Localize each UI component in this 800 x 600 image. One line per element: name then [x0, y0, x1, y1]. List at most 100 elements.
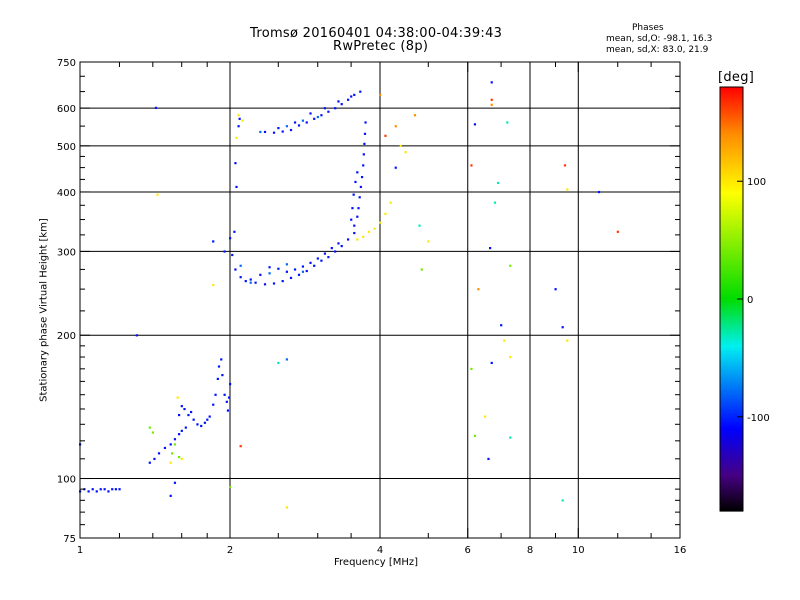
data-point — [180, 429, 183, 432]
colorbar: 100 0 -100 — [719, 86, 770, 512]
colorbar-segment — [720, 315, 743, 318]
colorbar-segment — [720, 279, 743, 282]
colorbar-segment — [720, 119, 743, 122]
colorbar-segment — [720, 459, 743, 462]
colorbar-segment — [720, 295, 743, 298]
colorbar-segment — [720, 99, 743, 102]
data-point — [337, 242, 340, 245]
x-tick-label: 16 — [674, 545, 687, 556]
data-point — [259, 130, 262, 134]
data-point — [360, 175, 364, 179]
data-point — [309, 112, 312, 115]
data-point — [330, 247, 333, 250]
colorbar-segment — [720, 381, 743, 384]
data-point — [362, 153, 365, 156]
data-point — [561, 326, 564, 329]
colorbar-segment — [720, 491, 743, 494]
data-point — [413, 114, 417, 117]
colorbar-segment — [720, 337, 743, 340]
colorbar-segment — [720, 175, 743, 178]
data-point — [234, 268, 237, 271]
colorbar-segment — [720, 383, 743, 386]
data-point — [373, 227, 376, 230]
data-point — [394, 125, 397, 128]
data-point — [301, 119, 305, 122]
data-point — [153, 457, 156, 461]
colorbar-segment — [720, 245, 743, 248]
data-point — [189, 410, 193, 414]
colorbar-segment — [720, 167, 743, 170]
colorbar-segment — [720, 311, 743, 314]
data-point — [379, 221, 382, 224]
data-point — [249, 281, 252, 284]
data-point — [212, 403, 215, 406]
colorbar-segment — [720, 387, 743, 390]
y-tick-label: 75 — [63, 534, 76, 545]
data-point — [95, 490, 98, 493]
data-point — [316, 257, 319, 260]
colorbar-segment — [720, 263, 743, 266]
colorbar-segment — [720, 471, 743, 474]
colorbar-segment — [720, 347, 743, 350]
colorbar-segment — [720, 501, 743, 504]
colorbar-segment — [720, 371, 743, 374]
colorbar-segment — [720, 355, 743, 358]
colorbar-segment — [720, 369, 743, 372]
data-point — [220, 358, 223, 361]
data-point — [216, 377, 219, 381]
data-point — [99, 488, 102, 491]
data-point — [305, 121, 308, 124]
colorbar-segment — [720, 215, 743, 218]
data-point — [281, 280, 284, 283]
colorbar-segment — [720, 455, 743, 458]
data-point — [225, 400, 228, 403]
colorbar-segment — [720, 497, 743, 500]
data-point — [496, 181, 500, 185]
colorbar-tick-label: 0 — [747, 295, 753, 306]
phases-heading: Phases — [632, 23, 664, 33]
colorbar-segment — [720, 147, 743, 150]
colorbar-segment — [720, 143, 743, 146]
colorbar-segment — [720, 505, 743, 508]
data-point — [364, 121, 367, 124]
colorbar-segment — [720, 399, 743, 402]
data-point — [169, 494, 172, 497]
data-point — [363, 132, 367, 135]
data-point — [313, 117, 316, 120]
colorbar-segment — [720, 499, 743, 502]
colorbar-segment — [720, 183, 743, 186]
colorbar-segment — [720, 461, 743, 464]
colorbar-segment — [720, 189, 743, 192]
colorbar-segment — [720, 391, 743, 394]
colorbar-segment — [720, 259, 743, 262]
colorbar-segment — [720, 179, 743, 182]
colorbar-segment — [720, 437, 743, 440]
data-point — [183, 407, 186, 411]
colorbar-segment — [720, 353, 743, 356]
colorbar-segment — [720, 451, 743, 454]
colorbar-segment — [720, 477, 743, 480]
colorbar-segment — [720, 247, 743, 250]
colorbar-segment — [720, 155, 743, 158]
data-point — [297, 273, 301, 276]
colorbar-segment — [720, 237, 743, 240]
y-tick-label: 300 — [57, 247, 76, 258]
x-tick-label: 1 — [77, 545, 83, 556]
colorbar-segment — [720, 317, 743, 320]
colorbar-segment — [720, 227, 743, 230]
colorbar-segment — [720, 483, 743, 486]
colorbar-segment — [720, 265, 743, 268]
colorbar-segment — [720, 203, 743, 206]
colorbar-tick-label: -100 — [747, 413, 770, 424]
x-tick-label: 4 — [377, 545, 383, 556]
data-point — [316, 115, 319, 119]
data-point — [297, 124, 301, 127]
colorbar-segment — [720, 133, 743, 136]
data-point — [566, 339, 569, 342]
data-point — [473, 434, 477, 437]
data-point — [350, 95, 353, 98]
colorbar-segment — [720, 405, 743, 408]
colorbar-segment — [720, 373, 743, 376]
data-point — [184, 426, 187, 429]
y-tick-label: 750 — [57, 58, 76, 69]
